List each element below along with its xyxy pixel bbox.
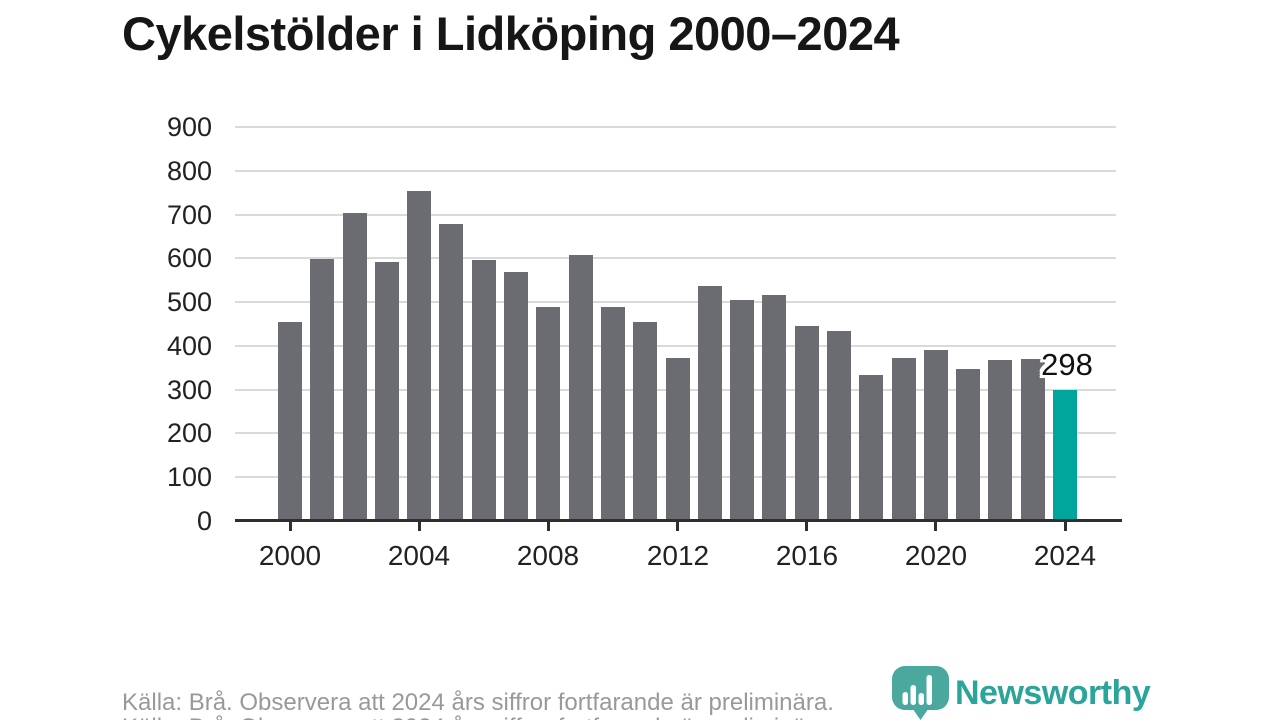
y-axis-label: 700 (166, 200, 212, 230)
x-axis-label: 2016 (775, 540, 839, 571)
highlight-value-label: 298 (1041, 347, 1093, 382)
bar-2002 (343, 213, 367, 520)
bar-2020 (924, 350, 948, 520)
bar-2015 (762, 295, 786, 520)
y-axis-label: 300 (166, 375, 212, 405)
source-note: Källa: Brå. Observera att 2024 års siffr… (122, 689, 834, 716)
bar-2012 (666, 358, 690, 520)
bar-2016 (795, 326, 819, 520)
bar-2009 (569, 255, 593, 520)
gridline-y-400 (235, 345, 1116, 347)
source-note-clipped-line: Källa: Brå. Observera att 2024 års siffr… (122, 714, 834, 720)
x-axis-tick-2004 (418, 522, 421, 531)
bar-2023 (1021, 359, 1045, 520)
gridline-y-500 (235, 301, 1116, 303)
bar-2003 (375, 262, 399, 520)
x-axis-label: 2008 (516, 540, 580, 571)
y-axis-label: 600 (166, 243, 212, 273)
x-axis-tick-2012 (676, 522, 679, 531)
y-axis-label: 400 (166, 331, 212, 361)
bar-2017 (827, 331, 851, 520)
y-axis-label: 800 (166, 156, 212, 186)
bar-2021 (956, 369, 980, 520)
gridline-y-600 (235, 257, 1116, 259)
x-axis-tick-2024 (1064, 522, 1067, 531)
bar-2000 (278, 322, 302, 520)
bar-2010 (601, 307, 625, 520)
bar-2007 (504, 272, 528, 520)
newsworthy-logo-icon (892, 666, 949, 720)
bar-2013 (698, 286, 722, 520)
x-axis-label: 2012 (646, 540, 710, 571)
y-axis-label: 100 (166, 462, 212, 492)
chart-title: Cykelstölder i Lidköping 2000–2024 (122, 7, 900, 60)
x-axis-label: 2004 (387, 540, 451, 571)
newsworthy-brand-name: Newsworthy (955, 674, 1151, 712)
y-axis-label: 900 (166, 112, 212, 142)
bar-2022 (988, 360, 1012, 520)
bar-2019 (892, 358, 916, 520)
gridline-y-700 (235, 214, 1116, 216)
x-axis-tick-2020 (934, 522, 937, 531)
gridline-y-800 (235, 170, 1116, 172)
bar-2001 (310, 259, 334, 520)
y-axis-label: 0 (196, 506, 212, 536)
bar-2008 (536, 307, 560, 520)
bar-2011 (633, 322, 657, 520)
x-axis-tick-2016 (805, 522, 808, 531)
x-axis-line (235, 519, 1122, 522)
gridline-y-900 (235, 126, 1116, 128)
x-axis-tick-2008 (547, 522, 550, 531)
x-axis-label: 2024 (1033, 540, 1097, 571)
bar-2014 (730, 300, 754, 520)
x-axis-label: 2000 (258, 540, 322, 571)
bar-2024 (1053, 390, 1077, 520)
bar-2005 (439, 224, 463, 520)
x-axis-label: 2020 (904, 540, 968, 571)
x-axis-tick-2000 (289, 522, 292, 531)
bar-2006 (472, 260, 496, 520)
bar-2018 (859, 375, 883, 520)
bar-2004 (407, 191, 431, 520)
y-axis-label: 200 (166, 418, 212, 448)
y-axis-label: 500 (166, 287, 212, 317)
